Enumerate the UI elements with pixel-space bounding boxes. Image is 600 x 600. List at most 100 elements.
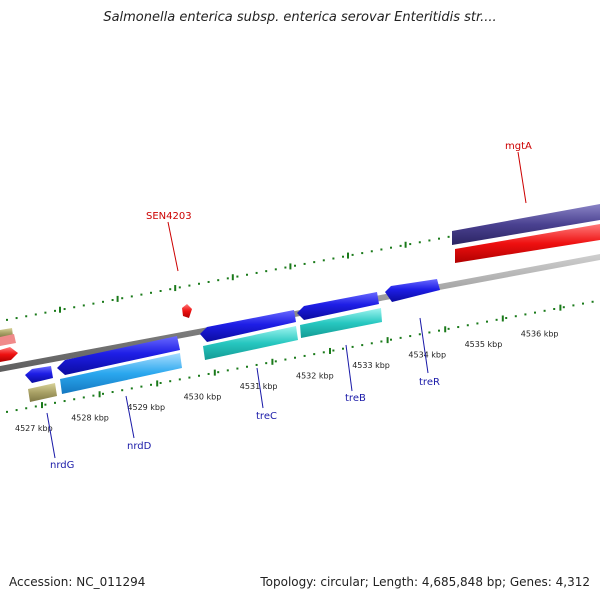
reverse-tick-dot xyxy=(399,336,402,339)
reverse-tick-dot xyxy=(553,307,556,310)
forward-tick-dot xyxy=(409,243,412,246)
forward-tick-dot xyxy=(380,248,383,251)
gene-label-treC[interactable]: treC xyxy=(256,411,277,422)
accession-label: Accession: NC_011294 xyxy=(9,575,146,589)
forward-tick-dot xyxy=(284,266,287,269)
forward-tick-dot xyxy=(44,311,47,314)
forward-tick-dot xyxy=(370,250,373,253)
forward-tick-dot xyxy=(111,299,114,302)
reverse-tick-dot xyxy=(543,309,546,312)
reverse-tick-dot xyxy=(82,396,85,399)
gene-nrdD-product[interactable] xyxy=(60,353,182,394)
leader-lines xyxy=(46,151,527,459)
reverse-tick-dot xyxy=(582,302,584,305)
reverse-tick-dot xyxy=(534,311,536,314)
forward-tick-dot xyxy=(246,273,248,276)
gene-treC-product[interactable] xyxy=(203,326,298,360)
scale-labels: 4527 kbp 4528 kbp 4529 kbp 4530 kbp 4531 kbp… xyxy=(15,330,559,434)
reverse-tick-dot xyxy=(226,369,229,372)
reverse-tick-dot xyxy=(342,347,344,350)
reverse-tick-dot xyxy=(111,391,114,394)
reverse-tick-dot xyxy=(207,372,210,375)
forward-tick-dot xyxy=(255,271,258,274)
forward-tick-dot xyxy=(102,300,104,303)
forward-tick-dot xyxy=(294,264,296,267)
scale-label: 4528 kbp xyxy=(71,414,109,423)
reverse-tick-dot xyxy=(495,318,498,321)
reverse-tick-dot xyxy=(15,409,18,412)
reverse-tick-dot xyxy=(44,403,47,406)
gene-fragment-red[interactable] xyxy=(0,347,18,362)
forward-tick-dot xyxy=(418,241,421,244)
gene-fragment-salmon[interactable] xyxy=(0,334,16,346)
forward-tick-dot xyxy=(438,237,440,240)
reverse-tick-dot xyxy=(438,329,440,332)
forward-tick-dot xyxy=(54,309,56,312)
gene-label-SEN4203[interactable]: SEN4203 xyxy=(146,211,192,222)
reverse-tick-dot xyxy=(322,351,325,354)
reverse-tick-dot xyxy=(514,315,517,318)
scale-label: 4536 kbp xyxy=(521,330,559,339)
reverse-tick-dot xyxy=(150,383,152,386)
reverse-tick-dot xyxy=(217,371,220,374)
leader-mgtA xyxy=(517,151,527,204)
reverse-tick-dot xyxy=(303,354,306,357)
genome-title: Salmonella enterica subsp. enterica sero… xyxy=(103,10,497,25)
forward-tick-dot xyxy=(332,257,335,260)
forward-tick-dot xyxy=(6,318,8,321)
forward-tick-dot xyxy=(342,255,344,258)
reverse-tick-dot xyxy=(332,349,335,352)
reverse-tick-dot xyxy=(524,313,527,316)
gene-mgtA[interactable] xyxy=(455,224,600,263)
gene-treB-product[interactable] xyxy=(300,308,382,338)
reverse-tick-dot xyxy=(409,335,412,338)
reverse-tick-dot xyxy=(92,394,95,397)
gene-nrdD[interactable] xyxy=(57,336,180,375)
leader-treC xyxy=(256,367,264,409)
reverse-tick-dot xyxy=(188,376,191,379)
forward-tick-dot xyxy=(351,253,354,256)
forward-tick-dot xyxy=(82,304,85,307)
reverse-tick-dot xyxy=(370,342,373,345)
scale-label: 4530 kbp xyxy=(184,393,222,402)
scale-label: 4527 kbp xyxy=(15,424,53,433)
gene-label-nrdG[interactable]: nrdG xyxy=(50,460,74,471)
reverse-tick-dot xyxy=(562,306,565,309)
forward-tick-dot xyxy=(313,261,316,264)
leader-treB xyxy=(345,344,353,392)
forward-tick-dot xyxy=(265,270,268,273)
reverse-tick-dot xyxy=(457,326,460,329)
forward-tick-dot xyxy=(428,239,431,242)
gene-nrdG[interactable] xyxy=(25,366,53,383)
gene-label-nrdD[interactable]: nrdD xyxy=(127,441,152,452)
reverse-tick-dot xyxy=(284,358,287,361)
reverse-tick-dot xyxy=(505,317,508,320)
gene-mgtA-product[interactable] xyxy=(452,204,600,245)
leader-nrdD xyxy=(125,395,135,439)
reverse-tick-dot xyxy=(246,365,248,368)
gene-treB[interactable] xyxy=(297,292,379,320)
gene-label-treB[interactable]: treB xyxy=(345,393,366,404)
forward-tick-dot xyxy=(303,262,306,265)
gene-nrdG-product[interactable] xyxy=(28,383,57,402)
forward-tick-dot xyxy=(169,288,172,291)
gene-label-mgtA[interactable]: mgtA xyxy=(505,141,532,152)
reverse-tick-dot xyxy=(121,389,124,392)
gene-SEN4203[interactable] xyxy=(182,304,192,318)
gene-label-treR[interactable]: treR xyxy=(419,377,440,388)
reverse-tick-dot xyxy=(313,353,316,356)
gene-treR[interactable] xyxy=(385,279,440,302)
scale-label: 4531 kbp xyxy=(240,382,278,391)
forward-tick-dot xyxy=(188,284,191,287)
forward-tick-dot xyxy=(150,291,152,294)
scale-label: 4533 kbp xyxy=(352,361,390,370)
forward-tick-dot xyxy=(15,317,18,320)
gene-treC[interactable] xyxy=(200,310,296,342)
reverse-tick-dot xyxy=(25,407,28,410)
reverse-tick-dot xyxy=(63,400,66,403)
reverse-tick-dot xyxy=(476,322,479,325)
forward-tick-dot xyxy=(207,280,210,283)
forward-tick-dot xyxy=(92,302,95,305)
forward-tick-dot xyxy=(226,277,229,280)
